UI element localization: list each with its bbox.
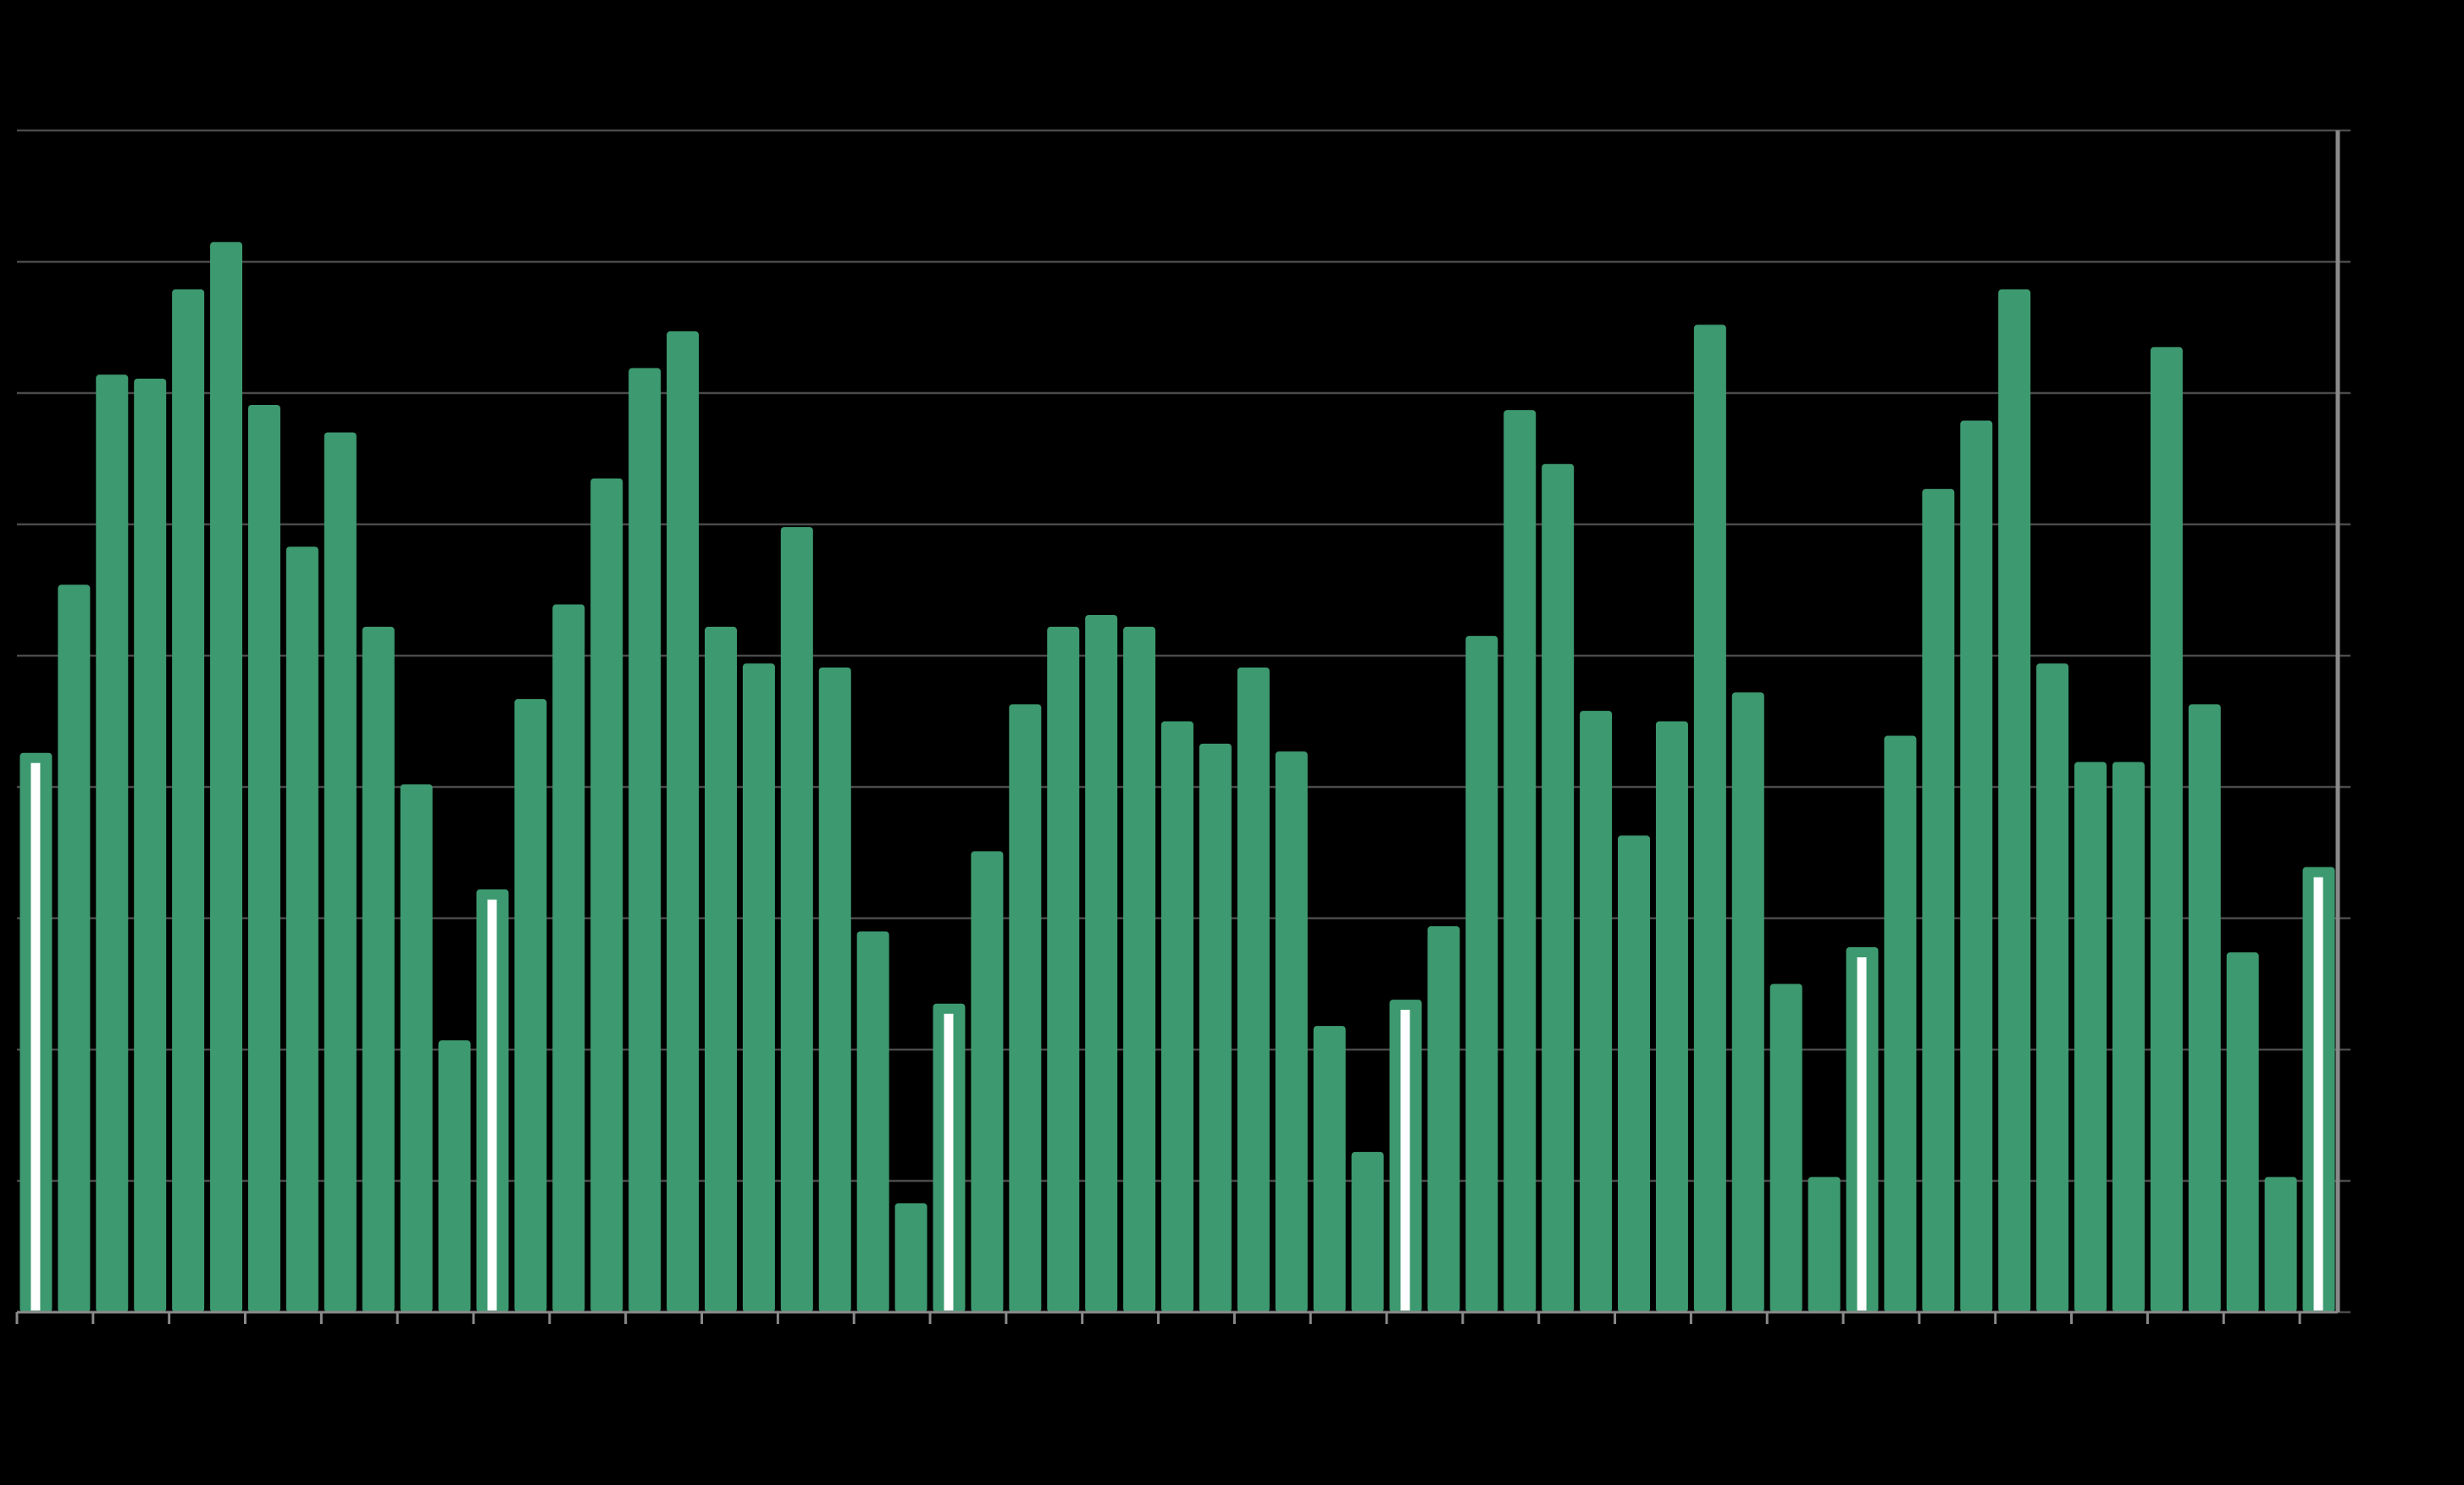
bar	[818, 667, 851, 1312]
bar	[1542, 463, 1575, 1312]
highlight-bar	[487, 899, 497, 1310]
bar	[1618, 835, 1651, 1312]
highlight-bar	[1857, 957, 1867, 1310]
bar	[704, 626, 737, 1312]
bar	[971, 851, 1004, 1312]
bar	[514, 699, 547, 1312]
bar	[2150, 346, 2183, 1312]
bar	[1960, 420, 1993, 1312]
bar	[628, 368, 662, 1312]
bar	[2226, 952, 2259, 1312]
bar	[1085, 614, 1118, 1312]
bar	[894, 1203, 927, 1312]
highlight-bar	[944, 1013, 954, 1310]
highlight-bar	[2313, 877, 2323, 1310]
bar	[1655, 721, 1688, 1312]
bar	[856, 931, 889, 1312]
bar	[1427, 926, 1460, 1312]
bar	[1313, 1026, 1346, 1312]
bar	[1693, 324, 1726, 1312]
highlight-bar	[30, 762, 41, 1310]
bar	[362, 626, 395, 1312]
bar	[400, 784, 433, 1312]
bar	[1998, 289, 2031, 1312]
bar	[1808, 1177, 1841, 1312]
bar	[134, 378, 167, 1313]
bar	[438, 1040, 471, 1312]
bar	[1884, 735, 1917, 1312]
bar	[210, 241, 243, 1312]
bar	[2188, 704, 2221, 1312]
bar	[1161, 721, 1193, 1312]
bar	[667, 331, 700, 1312]
bar	[1465, 635, 1498, 1312]
bar	[1580, 711, 1613, 1312]
bar	[1047, 626, 1080, 1312]
bar	[1275, 751, 1308, 1312]
bar	[172, 289, 205, 1312]
bar	[1009, 704, 1042, 1312]
bar	[1199, 743, 1232, 1312]
bar	[1237, 667, 1270, 1312]
bar	[1123, 626, 1156, 1312]
highlight-bar	[1400, 1010, 1410, 1310]
bar	[247, 404, 280, 1313]
bar	[58, 585, 91, 1312]
bar	[552, 604, 585, 1312]
bar	[96, 374, 129, 1312]
bar	[780, 527, 813, 1312]
bar	[1769, 984, 1802, 1312]
bar	[324, 432, 357, 1312]
bar	[2112, 762, 2145, 1312]
bar	[742, 663, 775, 1312]
bar	[285, 546, 318, 1312]
bar	[1351, 1151, 1384, 1312]
bar	[2264, 1177, 2297, 1312]
bar	[1922, 489, 1955, 1312]
bar	[2036, 663, 2069, 1312]
bar	[1503, 410, 1537, 1312]
bar	[2074, 762, 2107, 1312]
bar	[1731, 692, 1764, 1312]
bar	[590, 478, 623, 1312]
